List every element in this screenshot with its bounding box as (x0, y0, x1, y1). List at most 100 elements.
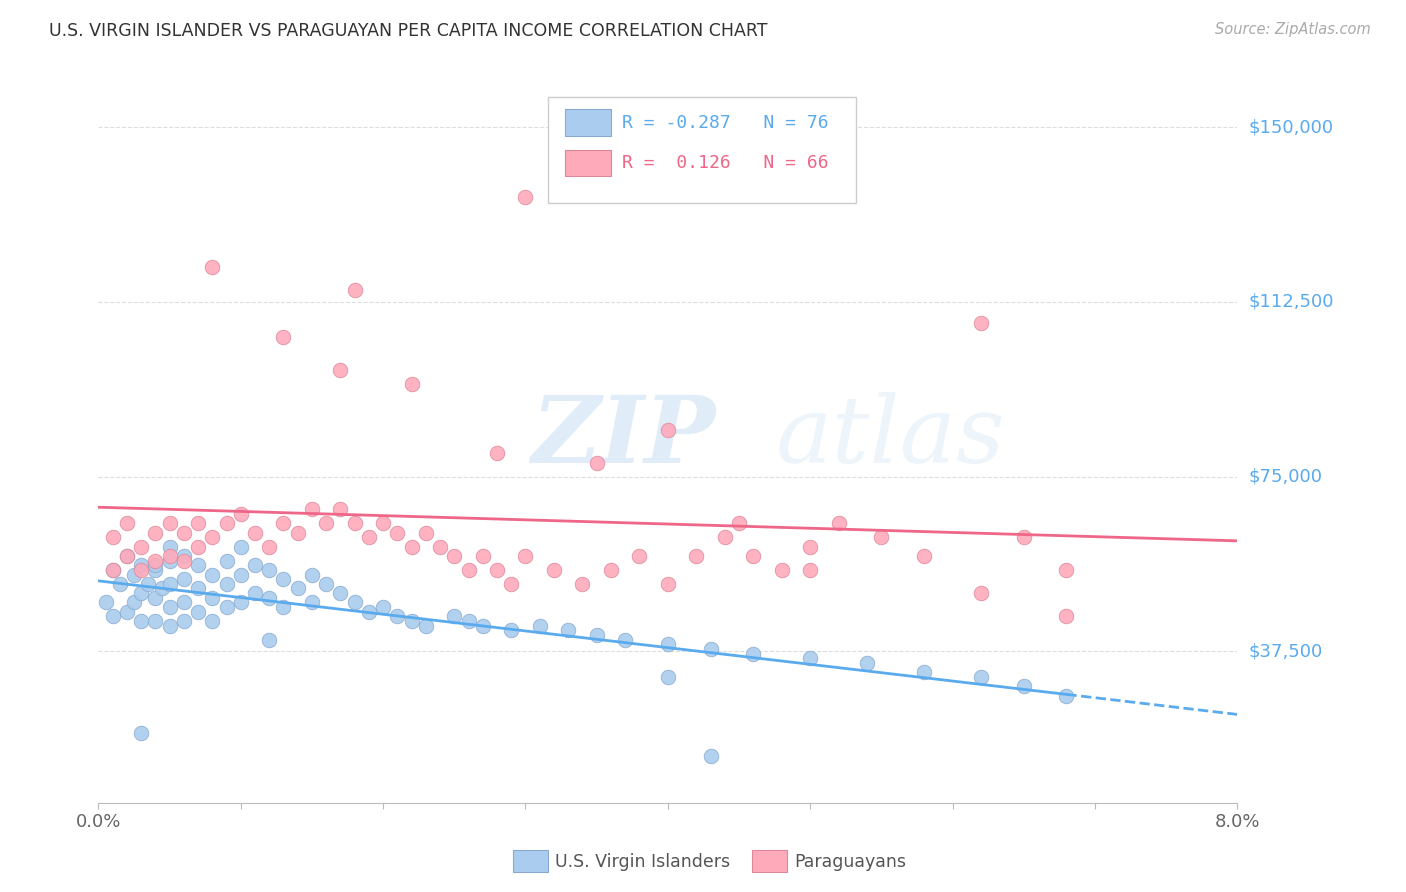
Point (273, 330, 295, 344)
Point (173, 614, 195, 628)
Point (173, 553, 195, 567)
Point (699, 749, 721, 764)
Point (129, 558, 152, 573)
Text: U.S. Virgin Islanders: U.S. Virgin Islanders (555, 853, 731, 871)
Point (387, 525, 409, 540)
Point (357, 530, 380, 544)
Text: Source: ZipAtlas.com: Source: ZipAtlas.com (1215, 22, 1371, 37)
Point (387, 609, 409, 624)
Point (159, 553, 181, 567)
Point (229, 567, 252, 582)
Point (856, 656, 879, 670)
Point (287, 525, 309, 540)
Point (699, 642, 721, 657)
Point (329, 362, 352, 376)
Point (501, 577, 523, 591)
Point (970, 670, 993, 684)
FancyBboxPatch shape (548, 97, 856, 203)
Bar (565, 150, 612, 176)
Point (159, 577, 181, 591)
Point (600, 563, 623, 577)
Point (173, 572, 195, 586)
Point (187, 516, 209, 531)
Point (415, 619, 437, 633)
Point (515, 549, 537, 563)
Point (628, 549, 651, 563)
Point (614, 632, 637, 647)
Point (486, 446, 509, 460)
Text: U.S. VIRGIN ISLANDER VS PARAGUAYAN PER CAPITA INCOME CORRELATION CHART: U.S. VIRGIN ISLANDER VS PARAGUAYAN PER C… (49, 22, 768, 40)
Point (145, 591, 167, 605)
Point (970, 316, 993, 330)
Point (571, 577, 593, 591)
Point (201, 591, 224, 605)
Point (685, 549, 707, 563)
Point (201, 567, 224, 582)
Point (215, 600, 238, 615)
Point (101, 609, 124, 624)
Point (108, 577, 131, 591)
Point (187, 582, 209, 596)
Point (371, 600, 394, 615)
Point (329, 586, 352, 600)
Point (136, 577, 159, 591)
Point (1012, 530, 1035, 544)
Point (329, 502, 352, 516)
Point (486, 563, 509, 577)
Point (159, 619, 181, 633)
Text: $150,000: $150,000 (1249, 119, 1333, 136)
Point (799, 563, 821, 577)
Point (159, 549, 181, 563)
Point (129, 614, 152, 628)
Point (1012, 679, 1035, 693)
Point (799, 651, 821, 665)
Text: $112,500: $112,500 (1249, 293, 1334, 311)
Point (259, 591, 281, 605)
Point (115, 549, 138, 563)
Point (145, 563, 167, 577)
Text: atlas: atlas (776, 392, 1005, 482)
Point (115, 605, 138, 619)
Point (129, 540, 152, 554)
Point (501, 624, 523, 638)
Point (187, 540, 209, 554)
Point (742, 549, 765, 563)
Point (457, 614, 479, 628)
Point (315, 516, 337, 531)
Point (129, 586, 152, 600)
Point (1056, 609, 1078, 624)
Point (443, 609, 465, 624)
Point (101, 530, 124, 544)
Point (173, 595, 195, 609)
Text: ZIP: ZIP (531, 392, 716, 482)
Point (259, 563, 281, 577)
Point (145, 553, 167, 567)
Point (1056, 689, 1078, 703)
Point (101, 563, 124, 577)
Point (122, 595, 145, 609)
Point (343, 595, 366, 609)
Point (115, 549, 138, 563)
Text: R = -0.287   N = 76: R = -0.287 N = 76 (623, 113, 830, 131)
Point (371, 516, 394, 531)
Text: $37,500: $37,500 (1249, 642, 1323, 660)
Point (343, 283, 366, 297)
Point (301, 567, 323, 582)
Point (970, 586, 993, 600)
Point (657, 670, 679, 684)
Point (543, 563, 565, 577)
Point (401, 376, 423, 391)
Point (557, 624, 579, 638)
Point (287, 582, 309, 596)
Point (115, 516, 138, 531)
Point (173, 525, 195, 540)
Point (215, 577, 238, 591)
Point (471, 549, 494, 563)
Point (471, 619, 494, 633)
Point (145, 614, 167, 628)
Point (301, 502, 323, 516)
Point (343, 516, 366, 531)
Point (145, 558, 167, 573)
Point (259, 632, 281, 647)
Point (201, 614, 224, 628)
